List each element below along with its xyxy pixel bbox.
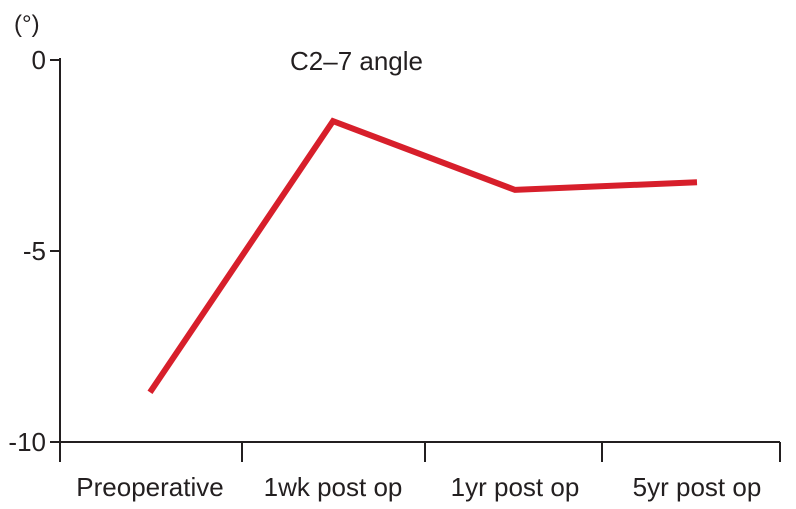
x-tick-label: 5yr post op [633, 472, 762, 502]
y-tick-label: -5 [23, 236, 46, 266]
y-tick-label: 0 [32, 45, 46, 75]
y-axis-ticks: 0 -5 -10 [8, 45, 60, 457]
y-axis-unit-label: (°) [14, 11, 40, 38]
x-tick-label: 1wk post op [264, 472, 403, 502]
series-layer [147, 117, 698, 394]
x-tick-label: 1yr post op [451, 472, 580, 502]
series-line [147, 117, 698, 394]
axes [59, 58, 780, 443]
y-tick-label: -10 [8, 427, 46, 457]
chart-title: C2–7 angle [290, 46, 423, 76]
x-tick-label: Preoperative [76, 472, 223, 502]
x-axis-ticks: Preoperative 1wk post op 1yr post op 5yr po… [59, 442, 781, 502]
